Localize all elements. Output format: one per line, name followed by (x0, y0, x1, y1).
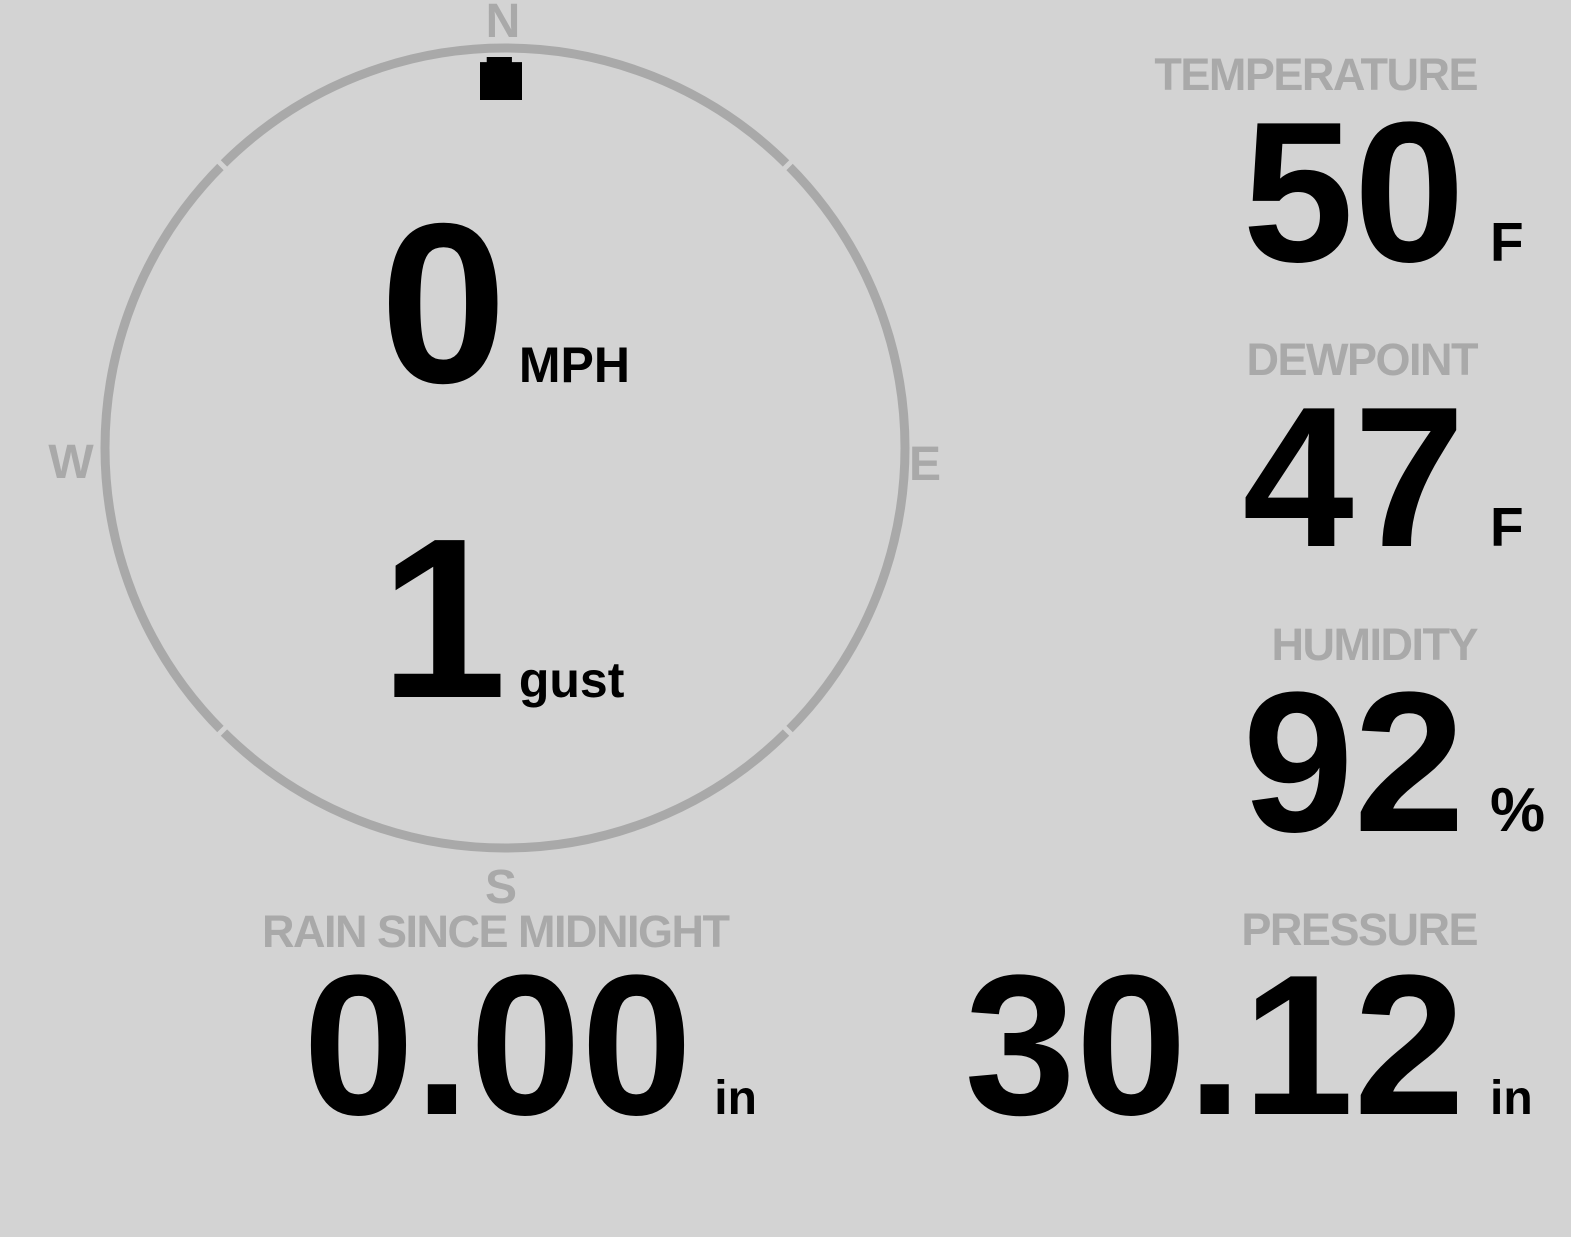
wind-gust-unit: gust (518, 652, 625, 708)
dewpoint-value: 47 (1242, 366, 1465, 589)
pressure-unit: in (1490, 1072, 1533, 1125)
compass-label-south: S (484, 861, 518, 914)
rain-value: 0.00 (303, 934, 693, 1157)
wind-gust-value: 1 (380, 492, 507, 746)
wind-speed: 0 MPH (380, 190, 630, 418)
pressure-reading: 30.12 in (871, 946, 1571, 1146)
wind-speed-unit: MPH (518, 337, 630, 393)
pressure-label: PRESSURE (1241, 904, 1478, 955)
wind-direction-marker-icon (480, 57, 522, 100)
compass-label-east: E (908, 438, 942, 491)
compass-label-west: W (48, 436, 94, 489)
pressure-value: 30.12 (964, 934, 1466, 1157)
temperature-reading: 50 F (871, 93, 1571, 293)
temperature-value: 50 (1242, 81, 1465, 304)
rain-reading: 0.00 in (303, 946, 757, 1146)
wind-gust: 1 gust (380, 505, 624, 733)
humidity-unit: % (1490, 776, 1546, 845)
temperature-label: TEMPERATURE (1154, 49, 1478, 100)
rain-unit: in (714, 1072, 757, 1125)
compass-ring-icon (100, 43, 910, 853)
dewpoint-reading: 47 F (871, 378, 1571, 578)
dewpoint-unit: F (1490, 496, 1524, 558)
humidity-value: 92 (1242, 651, 1465, 874)
humidity-label: HUMIDITY (1271, 619, 1479, 670)
dewpoint-label: DEWPOINT (1246, 334, 1479, 385)
rain-label: RAIN SINCE MIDNIGHT (262, 906, 730, 957)
temperature-unit: F (1490, 211, 1524, 273)
wind-speed-value: 0 (380, 177, 507, 431)
compass-label-north: N (485, 0, 521, 48)
humidity-reading: 92 % (871, 663, 1571, 863)
